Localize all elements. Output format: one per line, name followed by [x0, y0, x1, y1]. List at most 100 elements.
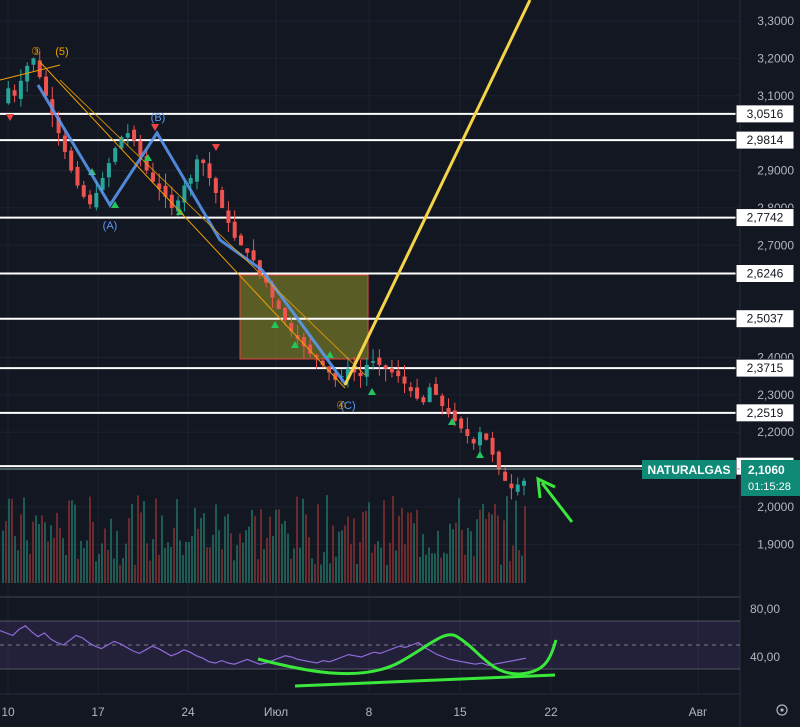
volume-bar: [203, 513, 205, 583]
volume-bar: [458, 498, 460, 583]
candle-body: [75, 166, 80, 186]
time-tick-label: 10: [1, 705, 15, 719]
signal-marker: [448, 418, 456, 425]
candle-body: [125, 133, 130, 138]
volume-bar: [191, 536, 193, 583]
level-tag-label: 2,2519: [747, 406, 784, 420]
volume-bar: [215, 504, 217, 583]
wave-label: (5): [55, 46, 68, 58]
level-tag: [735, 403, 795, 423]
volume-bar: [305, 514, 307, 583]
time-axis[interactable]: 10 17 24 Июл 8 15 22 Авг: [1, 705, 708, 719]
volume-bar: [272, 536, 274, 583]
volume-bar: [503, 520, 505, 583]
bar-countdown: 01:15:28: [748, 481, 791, 493]
volume-bar: [296, 496, 298, 583]
volume-bar: [410, 512, 412, 583]
volume-bar: [56, 512, 58, 583]
volume-bar: [509, 560, 511, 583]
volume-bar: [374, 544, 376, 583]
volume-bar: [221, 549, 223, 583]
volume-bar: [146, 543, 148, 583]
candle-body: [113, 148, 118, 162]
volume-bar: [14, 536, 16, 583]
volume-bar: [134, 564, 136, 583]
volume-bar: [368, 502, 370, 583]
candle-body: [194, 159, 199, 182]
price-tick-label: 2,2000: [757, 425, 794, 439]
volume-bar: [167, 542, 169, 583]
volume-bar: [467, 527, 469, 583]
candle-body: [389, 368, 394, 373]
volume-bar: [524, 505, 526, 583]
volume-bar: [248, 526, 250, 583]
settings-icon[interactable]: [776, 704, 788, 716]
volume-bar: [62, 538, 64, 583]
volume-bar: [341, 530, 343, 583]
candle-body: [314, 354, 319, 358]
candle-body: [207, 163, 212, 179]
volume-bar: [293, 548, 295, 583]
volume-bar: [443, 552, 445, 583]
level-tag-label: 3,0516: [747, 107, 784, 121]
fib-line-1: [0, 64, 61, 81]
volume-bar: [188, 542, 190, 583]
volume-bar: [461, 529, 463, 583]
candle-body: [452, 410, 457, 422]
volume-bar: [245, 530, 247, 583]
volume-bar: [326, 495, 328, 583]
candle-body: [446, 408, 451, 414]
volume-bar: [242, 542, 244, 583]
candle-body: [106, 163, 111, 178]
volume-bar: [392, 496, 394, 583]
volume-bar: [74, 504, 76, 583]
volume-bar: [17, 550, 19, 583]
symbol-label: NATURALGAS: [647, 463, 730, 477]
volume-bar: [449, 523, 451, 583]
wave-label: ③: [31, 46, 41, 58]
rsi-divergence-curve: [257, 633, 558, 676]
price-tick-label: 3,1000: [757, 89, 794, 103]
volume-bar: [200, 517, 202, 583]
volume-bar: [491, 514, 493, 583]
volume-bar: [452, 529, 454, 583]
volume-bar: [470, 531, 472, 583]
candle-body: [251, 250, 256, 261]
price-tick-label: 2,3000: [757, 388, 794, 402]
level-tag: [735, 104, 795, 124]
level-tags: 3,0516 2,9814 2,7742 2,6246 2,5037 2,3715 2,25…: [735, 104, 795, 476]
volume-bar: [428, 547, 430, 583]
volume-bar: [455, 522, 457, 583]
volume-bar: [8, 498, 10, 583]
candle-body: [471, 439, 476, 444]
candle-body: [345, 368, 350, 379]
volume-bar: [110, 518, 112, 583]
volume-bar: [365, 511, 367, 583]
candle-body: [150, 172, 155, 182]
volume-bar: [65, 555, 67, 583]
volume-bar: [416, 509, 418, 583]
candle-body: [301, 336, 306, 347]
price-tick-label: 2,7000: [757, 238, 794, 252]
signal-marker: [212, 144, 220, 151]
volume-bar: [512, 545, 514, 583]
candle-body: [522, 480, 526, 486]
candle-body: [490, 437, 495, 455]
volume-bar: [494, 503, 496, 583]
candle-body: [427, 387, 432, 403]
volume-bar: [77, 558, 79, 583]
signal-marker: [6, 114, 14, 121]
candle-body: [477, 432, 482, 446]
volume-bar: [98, 554, 100, 583]
volume-bar: [488, 512, 490, 583]
price-tick-label: 3,3000: [757, 14, 794, 28]
volume-bars: [2, 495, 526, 583]
volume-bar: [155, 498, 157, 583]
volume-bar: [314, 564, 316, 583]
volume-bar: [23, 497, 25, 583]
volume-bar: [386, 564, 388, 583]
volume-bar: [515, 500, 517, 583]
volume-bar: [335, 556, 337, 583]
candle-body: [503, 471, 508, 481]
